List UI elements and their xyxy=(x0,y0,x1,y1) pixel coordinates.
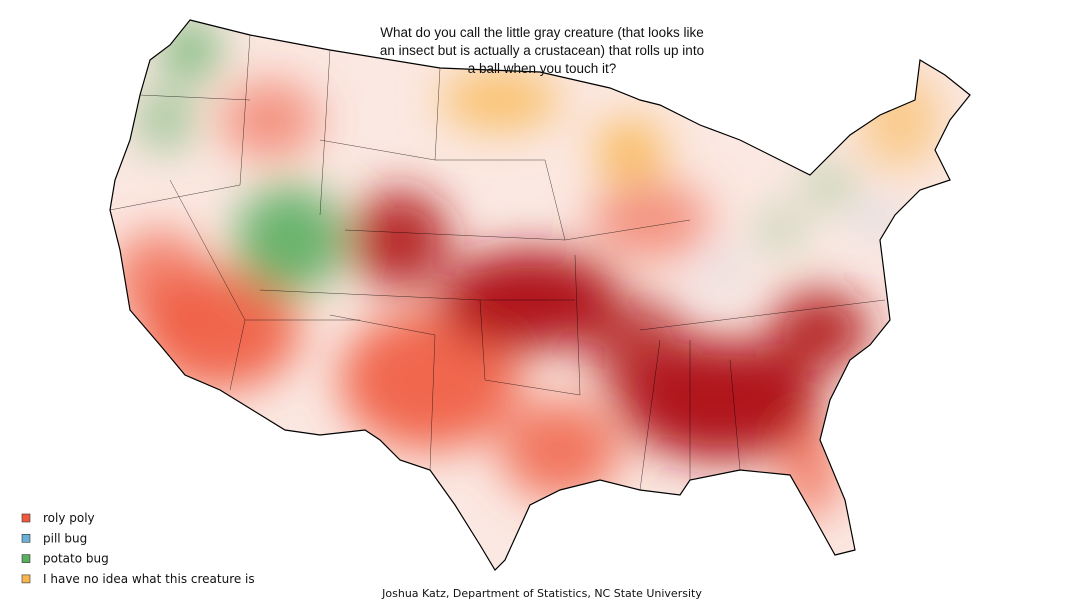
state-lines xyxy=(109,34,886,491)
legend-swatch xyxy=(21,574,31,584)
legend-label: I have no idea what this creature is xyxy=(43,572,255,586)
credit: Joshua Katz, Department of Statistics, N… xyxy=(381,587,702,600)
title: What do you call the little gray creatur… xyxy=(380,25,704,76)
legend-label: potato bug xyxy=(43,552,109,566)
title-line: What do you call the little gray creatur… xyxy=(380,25,703,40)
heat-blob xyxy=(770,290,870,370)
heat-blob xyxy=(440,70,560,130)
heat-blob xyxy=(805,170,855,200)
heat-blob xyxy=(235,185,345,295)
heat-blob xyxy=(755,215,805,245)
heat-blob xyxy=(590,300,690,400)
legend-swatch xyxy=(21,554,31,563)
heat-blob xyxy=(595,120,665,180)
title-line: an insect but is actually a crustacean) … xyxy=(380,43,704,58)
heat-blob xyxy=(350,190,450,290)
title-line: a ball when you touch it? xyxy=(468,61,617,76)
legend: roly poly pill bug potato bug I have no ide… xyxy=(21,511,255,586)
heat-blob xyxy=(340,310,520,450)
heat-blob xyxy=(220,80,320,160)
legend-swatch xyxy=(21,513,31,523)
legend-label: roly poly xyxy=(43,511,95,525)
heat-blob xyxy=(705,260,735,280)
legend-swatch xyxy=(21,533,31,543)
heat-blob xyxy=(110,230,210,330)
blobs xyxy=(110,20,940,520)
heat-blob xyxy=(135,90,195,150)
heat-blob xyxy=(500,400,620,500)
heat-blob xyxy=(590,180,710,260)
legend-label: pill bug xyxy=(43,531,87,545)
